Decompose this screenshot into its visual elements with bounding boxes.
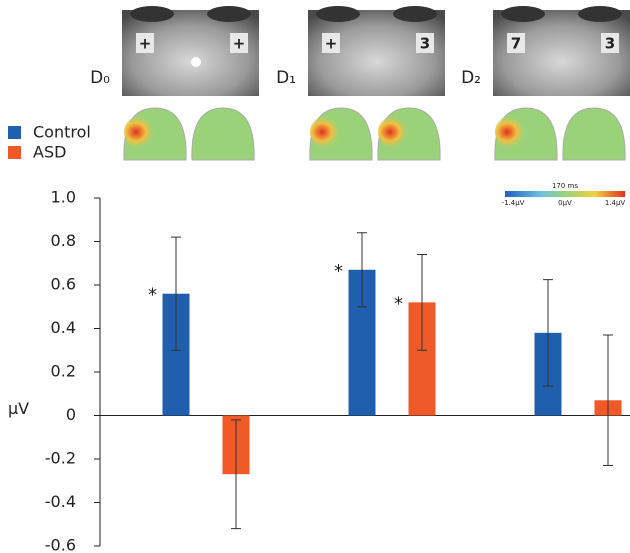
significance: * bbox=[148, 285, 157, 306]
condition-label: D₁ bbox=[276, 68, 296, 88]
stimulus-digit: 3 bbox=[605, 35, 615, 53]
eye bbox=[316, 6, 360, 22]
eye bbox=[501, 6, 545, 22]
stimulus-digit: + bbox=[139, 35, 152, 53]
hot-spot bbox=[310, 114, 350, 150]
y-tick-label: 0.6 bbox=[51, 275, 76, 294]
legend-label: Control bbox=[33, 123, 91, 142]
colorbar-label: 0µV bbox=[558, 199, 572, 207]
head-map bbox=[563, 108, 625, 160]
stimulus-digit: + bbox=[233, 35, 246, 53]
stimulus-digit: + bbox=[325, 35, 338, 53]
y-tick-label: -0.2 bbox=[45, 449, 76, 468]
y-tick-label: 0 bbox=[66, 405, 76, 424]
legend-swatch bbox=[8, 126, 21, 139]
eye bbox=[393, 6, 437, 22]
stimulus-digit: 7 bbox=[511, 35, 521, 53]
stimulus-digit: 3 bbox=[420, 35, 430, 53]
y-tick-label: -0.6 bbox=[45, 536, 76, 553]
hot-spot bbox=[124, 114, 164, 150]
eye bbox=[207, 6, 251, 22]
colorbar bbox=[505, 191, 625, 197]
y-tick-label: 0.4 bbox=[51, 318, 76, 337]
condition-label: D₀ bbox=[90, 68, 110, 88]
head-map bbox=[192, 108, 254, 160]
eye bbox=[130, 6, 174, 22]
hot-spot bbox=[495, 114, 535, 150]
condition-label: D₂ bbox=[461, 68, 481, 88]
eye bbox=[578, 6, 622, 22]
chart: ++D₀+3D₁73D₂170 ms-1.4µV0µV1.4µV1.00.80.… bbox=[0, 0, 630, 553]
legend-label: ASD bbox=[33, 143, 66, 162]
y-tick-label: 1.0 bbox=[51, 188, 76, 207]
colorbar-title: 170 ms bbox=[552, 182, 578, 190]
y-tick-label: 0.2 bbox=[51, 362, 76, 381]
fixation bbox=[191, 57, 201, 67]
y-tick-label: -0.4 bbox=[45, 492, 76, 511]
hot-spot bbox=[378, 114, 418, 150]
colorbar-label: -1.4µV bbox=[502, 199, 525, 207]
legend-swatch bbox=[8, 146, 21, 159]
colorbar-label: 1.4µV bbox=[605, 199, 626, 207]
y-tick-label: 0.8 bbox=[51, 231, 76, 250]
y-axis-label: µV bbox=[8, 399, 29, 418]
significance: * bbox=[394, 293, 403, 314]
significance: * bbox=[334, 261, 343, 282]
